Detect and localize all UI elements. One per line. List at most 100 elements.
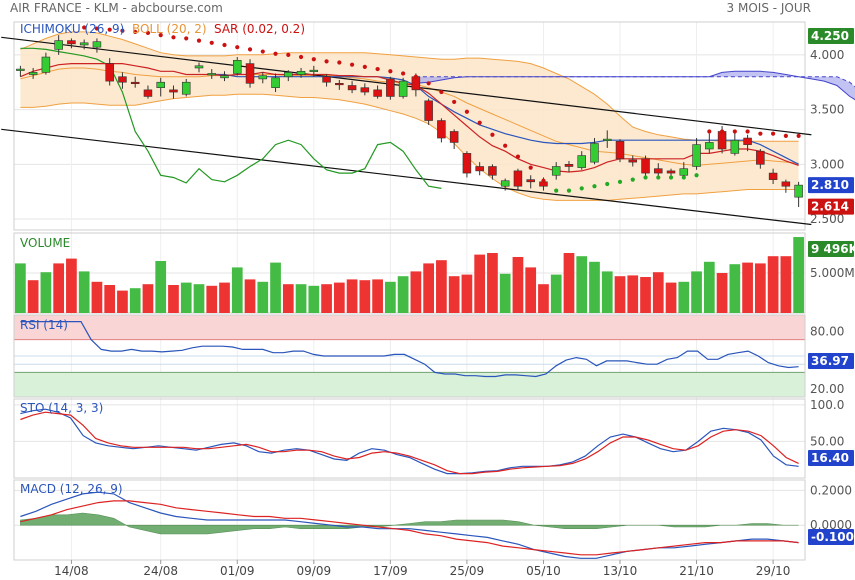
volume-bar <box>627 275 639 313</box>
volume-bar <box>321 284 332 313</box>
x-tick-label: 21/10 <box>679 564 714 578</box>
macd-histogram-area <box>20 512 799 535</box>
candle-body <box>130 81 140 85</box>
sar-dot <box>541 178 546 183</box>
volume-title: VOLUME <box>20 236 70 250</box>
volume-bar <box>78 271 90 313</box>
rsi-title: RSI (14) <box>20 318 68 332</box>
volume-bar <box>589 261 600 313</box>
sar-dot <box>145 30 151 36</box>
volume-bar <box>53 263 65 313</box>
volume-badge-bg <box>808 241 854 257</box>
candle-body <box>526 179 535 183</box>
sar-dot <box>133 29 138 34</box>
x-tick-label: 24/08 <box>143 564 178 578</box>
sar-dot <box>554 188 559 193</box>
price-panel-frame <box>13 21 806 231</box>
sar-dot <box>694 173 699 178</box>
volume-bar <box>754 263 766 313</box>
volume-bar <box>601 271 613 313</box>
macd-panel-frame <box>13 479 806 561</box>
sar-dot <box>643 175 648 180</box>
volume-bar <box>142 284 154 313</box>
rsi-tick-label: 20.00 <box>810 382 844 396</box>
sar-dot <box>286 52 291 57</box>
volume-bar <box>117 290 128 313</box>
volume-bar <box>640 277 651 313</box>
volume-bar <box>793 237 804 313</box>
sar-dot <box>732 129 737 134</box>
sar-dot <box>184 36 189 41</box>
candle-body <box>590 143 599 163</box>
volume-bar <box>168 285 179 313</box>
price-tick-label: 2.500 <box>810 212 844 226</box>
volume-bar <box>231 267 243 313</box>
x-tick-label: 01/09 <box>220 564 255 578</box>
candle-body <box>462 153 472 174</box>
candle-body <box>79 42 89 46</box>
volume-bar <box>563 253 575 313</box>
price-tick-label: 3.500 <box>810 103 844 117</box>
candle-body <box>705 142 714 150</box>
rsi-panel-frame <box>13 314 806 398</box>
rsi-overbought-zone <box>14 315 805 340</box>
candle-body <box>386 78 395 97</box>
sar-dot <box>439 89 444 95</box>
price-tick-label: 4.000 <box>810 48 844 62</box>
sto-title: STO (14, 3, 3) <box>20 401 103 415</box>
sar-dot <box>82 25 87 30</box>
candle-body <box>666 170 676 174</box>
rsi-badge-bg <box>808 353 854 369</box>
x-tick-label: 14/08 <box>54 564 89 578</box>
volume-bar <box>436 260 447 313</box>
sar-dot <box>311 57 316 62</box>
volume-bar <box>104 285 116 313</box>
volume-bar <box>512 257 524 313</box>
candle-body <box>181 81 191 95</box>
volume-bar <box>282 284 294 313</box>
candle-body <box>373 89 382 97</box>
bollinger-lower-line <box>20 93 799 201</box>
volume-bar <box>270 262 281 313</box>
price-legend-entry: ICHIMOKU (26, 9) <box>20 22 124 36</box>
candle-body <box>692 144 701 167</box>
trend-line <box>1 128 812 226</box>
sto-panel-frame <box>13 398 806 479</box>
candle-body <box>169 89 178 93</box>
sar-dot <box>375 66 380 72</box>
bollinger-upper-line <box>20 31 799 142</box>
x-tick-label: 13/10 <box>603 564 638 578</box>
macd-title: MACD (12, 26, 9) <box>20 482 123 496</box>
price-badge-bg <box>808 28 854 44</box>
candle-body <box>551 166 561 176</box>
candle-body <box>54 40 63 50</box>
volume-bar <box>27 280 39 313</box>
sar-dot <box>592 184 597 189</box>
candle-body <box>118 76 127 83</box>
volume-bar <box>385 281 396 313</box>
sar-dot <box>222 42 227 48</box>
sto-badge-bg <box>808 450 854 466</box>
candle-body <box>602 138 612 141</box>
candle-body <box>641 158 650 174</box>
volume-bar <box>333 282 345 313</box>
volume-bar <box>550 274 562 313</box>
volume-bar <box>359 280 371 313</box>
rsi-oversold-zone <box>14 372 805 397</box>
sar-dot <box>566 188 572 193</box>
volume-bar <box>742 262 753 313</box>
volume-bar <box>461 274 473 313</box>
candle-body <box>220 75 229 79</box>
sar-dot <box>158 33 163 38</box>
volume-bar <box>206 285 218 313</box>
sar-dot <box>656 175 661 180</box>
candle-body <box>258 75 268 80</box>
chart-title: AIR FRANCE - KLM - abcbourse.com <box>10 1 223 15</box>
candle-body <box>16 68 25 71</box>
sar-dot <box>605 181 610 187</box>
candle-body <box>309 69 319 72</box>
volume-bar <box>346 279 358 313</box>
volume-bar <box>66 258 77 313</box>
x-tick-label: 05/10 <box>526 564 561 578</box>
